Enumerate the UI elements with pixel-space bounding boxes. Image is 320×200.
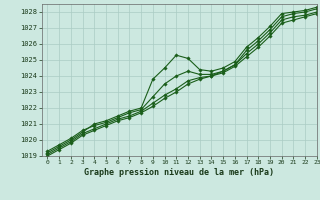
X-axis label: Graphe pression niveau de la mer (hPa): Graphe pression niveau de la mer (hPa) <box>84 168 274 177</box>
